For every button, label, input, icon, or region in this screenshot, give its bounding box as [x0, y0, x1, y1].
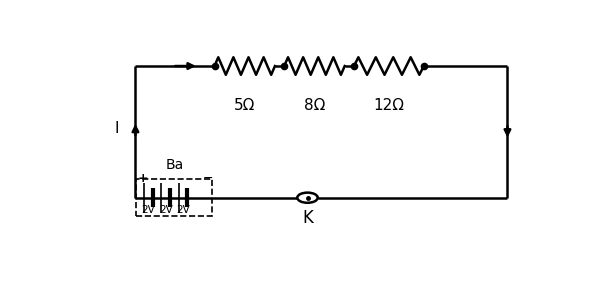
Text: I: I	[115, 121, 119, 136]
Text: 12Ω: 12Ω	[373, 98, 404, 113]
Text: +: +	[137, 172, 148, 184]
Text: 2V: 2V	[159, 206, 173, 215]
Text: 8Ω: 8Ω	[304, 98, 325, 113]
Text: −: −	[202, 172, 213, 184]
Text: 5Ω: 5Ω	[234, 98, 256, 113]
Text: 2V: 2V	[176, 206, 190, 215]
Text: 2V: 2V	[142, 206, 155, 215]
Text: K: K	[302, 209, 313, 227]
Bar	[136, 179, 212, 216]
Text: Ba: Ba	[165, 158, 184, 172]
